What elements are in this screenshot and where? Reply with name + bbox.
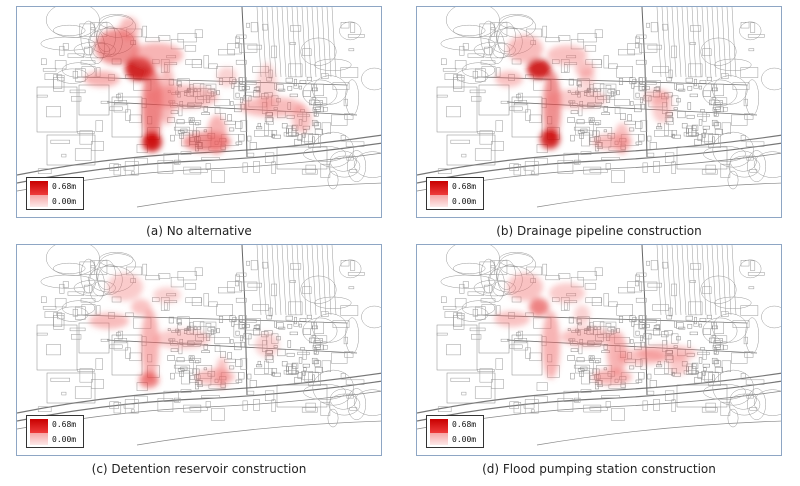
legend-min-label: 0.00m bbox=[452, 435, 477, 444]
legend-max-swatch bbox=[430, 181, 448, 195]
panel-caption: (d) Flood pumping station construction bbox=[482, 462, 716, 476]
legend-min-swatch bbox=[430, 433, 448, 445]
panel-caption: (c) Detention reservoir construction bbox=[91, 462, 307, 476]
inundation-layer bbox=[89, 273, 279, 389]
legend-min-label: 0.00m bbox=[52, 435, 77, 444]
flood-map bbox=[17, 245, 381, 446]
legend-min-label: 0.00m bbox=[452, 197, 477, 206]
legend-min-swatch bbox=[30, 433, 48, 445]
legend-max-label: 0.68m bbox=[52, 420, 77, 429]
legend-max-swatch bbox=[30, 419, 48, 433]
legend-min-swatch bbox=[430, 195, 448, 207]
flood-map-frame: 0.68m 0.00m bbox=[16, 6, 382, 218]
flood-map-frame: 0.68m 0.00m bbox=[16, 244, 382, 456]
inundation-layer bbox=[495, 35, 672, 155]
flood-map-frame: 0.68m 0.00m bbox=[416, 244, 782, 456]
flood-map-frame: 0.68m 0.00m bbox=[416, 6, 782, 218]
legend-min-label: 0.00m bbox=[52, 197, 77, 206]
flood-map bbox=[417, 7, 781, 208]
depth-legend: 0.68m 0.00m bbox=[26, 177, 84, 210]
legend-max-label: 0.68m bbox=[452, 182, 477, 191]
legend-min-swatch bbox=[30, 195, 48, 207]
depth-legend: 0.68m 0.00m bbox=[26, 415, 84, 448]
flood-map bbox=[17, 7, 381, 208]
legend-max-label: 0.68m bbox=[52, 182, 77, 191]
legend-max-label: 0.68m bbox=[452, 420, 477, 429]
legend-max-swatch bbox=[430, 419, 448, 433]
inundation-layer bbox=[494, 273, 697, 385]
panel-caption: (b) Drainage pipeline construction bbox=[496, 224, 702, 238]
legend-max-swatch bbox=[30, 181, 48, 195]
depth-legend: 0.68m 0.00m bbox=[426, 177, 484, 210]
panel-caption: (a) No alternative bbox=[146, 224, 252, 238]
depth-legend: 0.68m 0.00m bbox=[426, 415, 484, 448]
basemap-layer bbox=[417, 245, 781, 446]
flood-map bbox=[417, 245, 781, 446]
inundation-layer bbox=[84, 17, 312, 155]
